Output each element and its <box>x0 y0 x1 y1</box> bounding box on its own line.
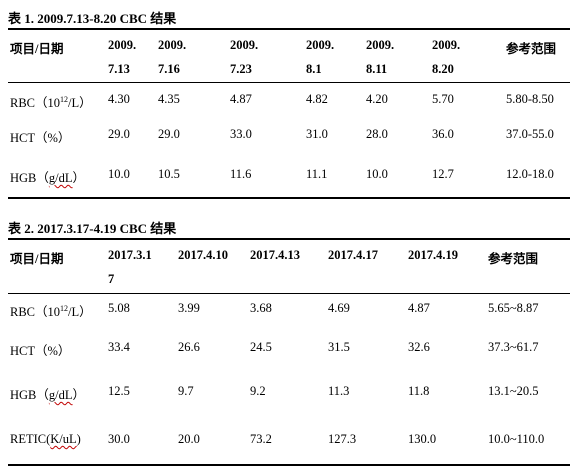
table-cell: 4.30 <box>108 92 130 106</box>
table-cell: 31.5 <box>328 340 350 354</box>
table1-header-ref: 参考范围 <box>506 42 557 56</box>
table2-row-label-rbc: RBC（1012/L） <box>10 304 92 320</box>
table1-header-date-line2: 8.1 <box>306 62 322 76</box>
table-cell: 10.0 <box>108 167 130 181</box>
table-cell: 30.0 <box>108 432 130 446</box>
table2-header-date: 2017.4.13 <box>250 248 300 262</box>
table-cell: 11.6 <box>230 167 252 181</box>
table1-header-date-line2: 7.16 <box>158 62 180 76</box>
table-cell: 24.5 <box>250 340 272 354</box>
table1-header-date-line1: 2009. <box>366 38 395 52</box>
table1-row-label-hct: HCT（%） <box>10 131 71 145</box>
table-cell: 4.87 <box>230 92 252 106</box>
table1-top-rule <box>8 28 570 30</box>
table1-header-date-line1: 2009. <box>432 38 461 52</box>
table1-header-item: 项目/日期 <box>10 42 64 56</box>
table-cell: 32.6 <box>408 340 430 354</box>
table-cell: 4.35 <box>158 92 180 106</box>
table-cell: 12.7 <box>432 167 454 181</box>
table2-row-label-hgb: HGB（g/dL） <box>10 388 86 402</box>
table2-header-item: 项目/日期 <box>10 252 64 266</box>
table-cell: 20.0 <box>178 432 200 446</box>
table1-header-date-line1: 2009. <box>108 38 137 52</box>
table-cell: 36.0 <box>432 127 454 141</box>
table-cell: 5.08 <box>108 301 130 315</box>
table1-bottom-rule <box>8 197 570 199</box>
table-cell: 73.2 <box>250 432 272 446</box>
table-cell: 33.4 <box>108 340 130 354</box>
table2-row-label-hct: HCT（%） <box>10 344 71 358</box>
table1-caption: 表 1. 2009.7.13-8.20 CBC 结果 <box>8 11 177 26</box>
table2-row-label-retic: RETIC(K/uL) <box>10 432 81 446</box>
table-cell: 4.87 <box>408 301 430 315</box>
table-cell: 3.99 <box>178 301 200 315</box>
table-cell: 10.5 <box>158 167 180 181</box>
table1-header-date-line1: 2009. <box>158 38 187 52</box>
table-cell-ref: 37.3~61.7 <box>488 340 539 354</box>
table-cell: 9.7 <box>178 384 194 398</box>
table-cell: 11.8 <box>408 384 430 398</box>
table-cell-ref: 13.1~20.5 <box>488 384 539 398</box>
table2-top-rule <box>8 238 570 240</box>
table-cell-ref: 37.0-55.0 <box>506 127 554 141</box>
table-cell-ref: 10.0~110.0 <box>488 432 545 446</box>
table1-row-label-hgb: HGB（g/dL） <box>10 171 86 185</box>
table2-header-rule <box>8 293 570 294</box>
table-cell-ref: 5.65~8.87 <box>488 301 539 315</box>
table-cell: 130.0 <box>408 432 437 446</box>
table-cell: 29.0 <box>108 127 130 141</box>
table2-bottom-rule <box>8 464 570 466</box>
table-cell: 28.0 <box>366 127 388 141</box>
table-cell: 26.6 <box>178 340 200 354</box>
table-cell: 4.82 <box>306 92 328 106</box>
table-cell: 31.0 <box>306 127 328 141</box>
table-cell: 10.0 <box>366 167 388 181</box>
table-cell: 3.68 <box>250 301 272 315</box>
table2-header-date: 2017.3.1 <box>108 248 152 262</box>
table-cell: 127.3 <box>328 432 357 446</box>
table1-header-date-line2: 8.20 <box>432 62 454 76</box>
table-cell: 33.0 <box>230 127 252 141</box>
table2-caption: 表 2. 2017.3.17-4.19 CBC 结果 <box>8 221 177 236</box>
table-cell: 9.2 <box>250 384 266 398</box>
table-cell: 4.20 <box>366 92 388 106</box>
table-cell: 4.69 <box>328 301 350 315</box>
table1-header-date-line2: 7.13 <box>108 62 130 76</box>
table1-header-date-line1: 2009. <box>306 38 335 52</box>
table2-header-ref: 参考范围 <box>488 252 539 266</box>
table1-header-rule <box>8 82 570 83</box>
table-cell: 5.70 <box>432 92 454 106</box>
table2-header-date: 2017.4.19 <box>408 248 458 262</box>
table1-header-date-line2: 7.23 <box>230 62 252 76</box>
table-cell: 12.5 <box>108 384 130 398</box>
table-cell: 11.3 <box>328 384 350 398</box>
table1-header-date-line2: 8.11 <box>366 62 388 76</box>
table-cell-ref: 5.80-8.50 <box>506 92 554 106</box>
table2-header-date: 2017.4.17 <box>328 248 378 262</box>
table-cell: 29.0 <box>158 127 180 141</box>
table1-header-date-line1: 2009. <box>230 38 259 52</box>
table2-header-date-wrap: 7 <box>108 272 115 286</box>
table-cell: 11.1 <box>306 167 328 181</box>
table1-row-label-rbc: RBC（1012/L） <box>10 95 92 111</box>
table-cell-ref: 12.0-18.0 <box>506 167 554 181</box>
table2-header-date: 2017.4.10 <box>178 248 228 262</box>
